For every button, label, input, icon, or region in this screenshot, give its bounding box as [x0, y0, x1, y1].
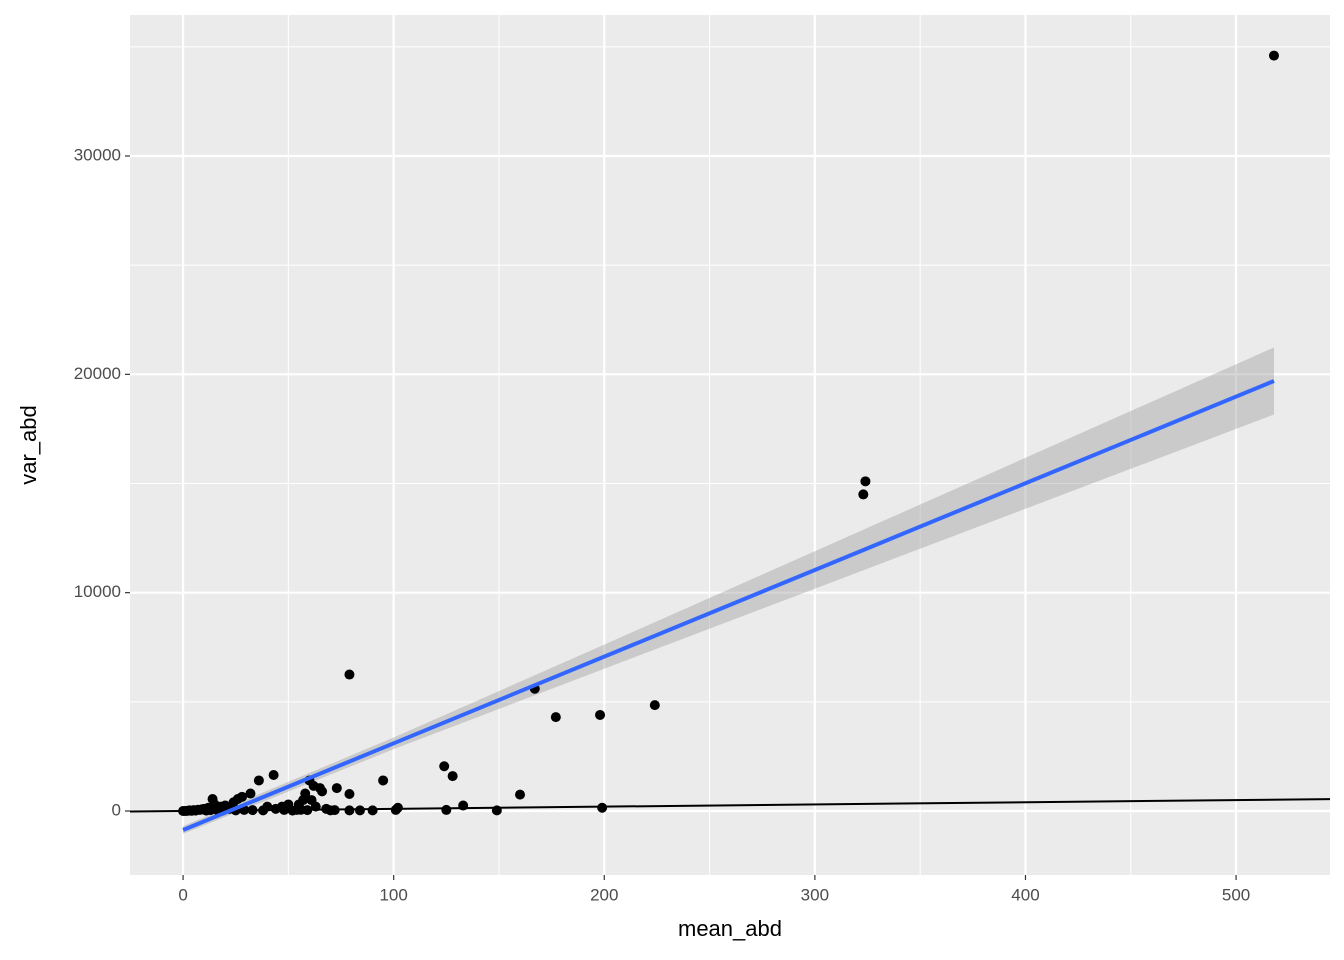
point	[245, 788, 256, 799]
x-axis-title: mean_abd	[678, 916, 782, 941]
y-tick-label: 20000	[74, 364, 121, 383]
point	[331, 783, 342, 794]
point	[344, 805, 355, 816]
y-axis-title: var_abd	[16, 405, 41, 485]
point	[354, 805, 365, 816]
x-tick-label: 400	[1011, 885, 1039, 904]
point	[595, 709, 606, 720]
point	[649, 700, 660, 711]
y-tick-label: 10000	[74, 582, 121, 601]
point	[858, 489, 869, 500]
y-tick-label: 0	[112, 800, 121, 819]
point	[392, 802, 403, 813]
x-tick-label: 100	[379, 885, 407, 904]
point	[378, 775, 389, 786]
point	[550, 712, 561, 723]
point	[344, 788, 355, 799]
fit-line	[182, 379, 1275, 832]
point	[441, 804, 452, 815]
point	[270, 803, 281, 814]
marks	[129, 50, 1331, 834]
point	[860, 476, 871, 487]
point	[308, 780, 319, 791]
point	[344, 669, 355, 680]
point	[317, 786, 328, 797]
x-tick-label: 500	[1222, 885, 1250, 904]
point	[597, 802, 608, 813]
x-tick-label: 200	[590, 885, 618, 904]
x-tick-label: 0	[178, 885, 187, 904]
panel	[130, 15, 1330, 875]
y-tick-label: 30000	[74, 145, 121, 164]
point	[447, 771, 458, 782]
point	[367, 805, 378, 816]
x-tick-label: 300	[801, 885, 829, 904]
confidence-band	[183, 347, 1274, 834]
axes: 0 100 200 300 400 500 0 10000 20000 30000	[74, 145, 1251, 904]
point	[1268, 50, 1279, 61]
point	[253, 775, 264, 786]
point	[268, 769, 279, 780]
point	[515, 789, 526, 800]
reference-line	[129, 798, 1331, 813]
point	[439, 761, 450, 772]
